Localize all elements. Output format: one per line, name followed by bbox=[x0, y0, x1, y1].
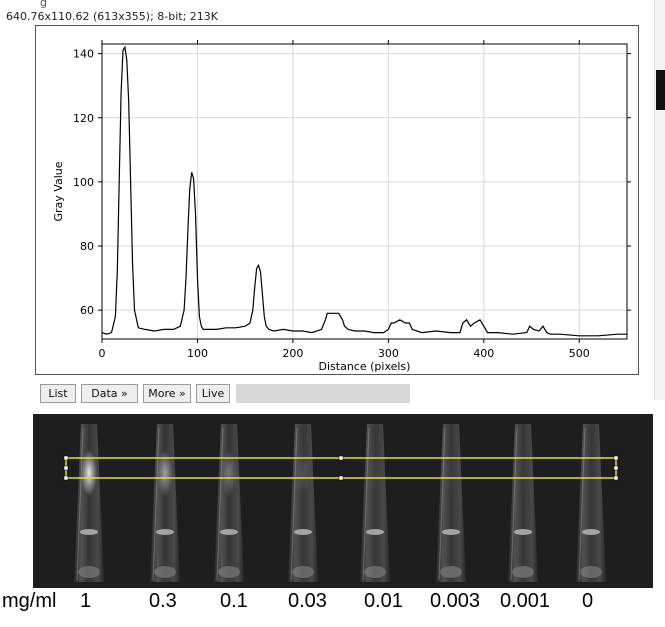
tube-bottom bbox=[218, 566, 240, 578]
image-info-line: 640.76x110.62 (613x355); 8-bit; 213K bbox=[6, 10, 219, 23]
roi-handle bbox=[613, 475, 619, 481]
x-tick-label: 400 bbox=[473, 347, 494, 360]
roi-handle bbox=[63, 455, 69, 461]
y-tick-label: 80 bbox=[80, 240, 94, 253]
x-axis-label: Distance (pixels) bbox=[319, 360, 411, 373]
meniscus bbox=[220, 529, 238, 535]
profile-series-line bbox=[101, 45, 627, 337]
fluorescence-band bbox=[221, 450, 237, 496]
meniscus bbox=[366, 529, 384, 535]
concentration-label: 1 bbox=[80, 590, 92, 612]
concentration-label: 0.3 bbox=[149, 590, 177, 612]
more-button[interactable]: More » bbox=[143, 384, 191, 403]
concentration-label: 0 bbox=[582, 590, 594, 612]
meniscus bbox=[582, 529, 600, 535]
roi-handle bbox=[63, 475, 69, 481]
concentration-label: 0.001 bbox=[500, 590, 551, 612]
tube-edge bbox=[510, 427, 518, 581]
plot-axes-box bbox=[101, 43, 628, 340]
edge-block bbox=[656, 70, 665, 110]
fluorescence-band bbox=[367, 450, 383, 496]
tube-bottom bbox=[580, 566, 602, 578]
meniscus bbox=[156, 529, 174, 535]
tube-image-canvas bbox=[63, 424, 619, 582]
tube bbox=[436, 424, 466, 582]
concentration-labels: mg/ml 1 0.3 0.1 0.03 0.01 0.003 0.001 0 bbox=[0, 590, 665, 620]
tube-image bbox=[33, 414, 653, 588]
tube-edge bbox=[578, 427, 586, 581]
concentration-label: 0.03 bbox=[288, 590, 327, 612]
y-tick-label: 120 bbox=[73, 112, 94, 125]
tube-bottom bbox=[292, 566, 314, 578]
tube bbox=[214, 424, 244, 582]
roi-handle bbox=[613, 465, 619, 471]
meniscus bbox=[442, 529, 460, 535]
fluorescence-band bbox=[295, 450, 311, 496]
tube bbox=[74, 424, 104, 582]
tube-bottom bbox=[78, 566, 100, 578]
x-tick-label: 500 bbox=[569, 347, 590, 360]
y-tick-label: 140 bbox=[73, 48, 94, 61]
meniscus bbox=[294, 529, 312, 535]
profile-plot: 0 100 200 300 400 500 60 80 100 120 140 Distance (p… bbox=[52, 40, 631, 373]
window-title-fragment: g bbox=[40, 0, 47, 9]
tube bbox=[360, 424, 390, 582]
tube bbox=[576, 424, 606, 582]
roi-handle bbox=[338, 455, 344, 461]
roi-handle bbox=[63, 465, 69, 471]
fluorescence-band bbox=[515, 450, 531, 496]
list-button[interactable]: List bbox=[40, 384, 76, 403]
x-tick-label: 100 bbox=[187, 347, 208, 360]
tube-bottom bbox=[364, 566, 386, 578]
unit-label: mg/ml bbox=[2, 590, 57, 612]
meniscus bbox=[80, 529, 98, 535]
roi-selection bbox=[65, 457, 617, 479]
status-field bbox=[236, 384, 410, 403]
roi-handle bbox=[613, 455, 619, 461]
window-edge bbox=[654, 0, 665, 400]
fluorescence-band bbox=[81, 450, 97, 496]
tube-bottom bbox=[512, 566, 534, 578]
meniscus bbox=[514, 529, 532, 535]
x-tick-label: 0 bbox=[99, 347, 106, 360]
tube bbox=[150, 424, 180, 582]
profile-plot-frame: 0 100 200 300 400 500 60 80 100 120 140 Distance (p… bbox=[35, 25, 639, 375]
concentration-label: 0.1 bbox=[220, 590, 248, 612]
concentration-label: 0.003 bbox=[430, 590, 481, 612]
x-tick-label: 200 bbox=[282, 347, 303, 360]
live-button[interactable]: Live bbox=[196, 384, 230, 403]
fluorescence-band bbox=[443, 450, 459, 496]
tube-edge bbox=[438, 427, 446, 581]
data-button[interactable]: Data » bbox=[81, 384, 138, 403]
concentration-label: 0.01 bbox=[364, 590, 403, 612]
y-tick-label: 60 bbox=[80, 304, 94, 317]
y-tick-label: 100 bbox=[73, 176, 94, 189]
tube bbox=[288, 424, 318, 582]
y-axis-label: Gray Value bbox=[52, 161, 65, 221]
tube-bottom bbox=[440, 566, 462, 578]
roi-handle bbox=[338, 475, 344, 481]
tube bbox=[508, 424, 538, 582]
fluorescence-band bbox=[157, 450, 173, 496]
x-tick-label: 300 bbox=[378, 347, 399, 360]
tube-bottom bbox=[154, 566, 176, 578]
